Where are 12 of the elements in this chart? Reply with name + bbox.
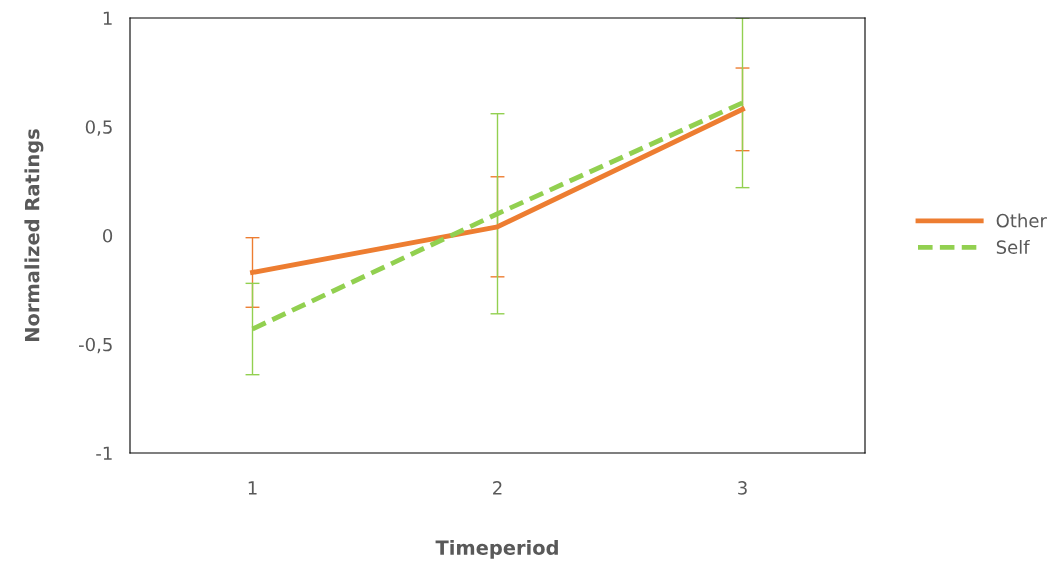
y-tick-label: -0,5 — [78, 337, 112, 354]
x-axis-title: Timeperiod — [435, 539, 558, 559]
y-tick-label: -1 — [96, 446, 112, 460]
y-axis-title: Normalized Ratings — [24, 129, 44, 341]
legend-label: Other — [996, 213, 1047, 228]
y-tick-label: 1 — [103, 11, 112, 25]
x-tick-label: 3 — [738, 481, 747, 495]
x-tick-label: 1 — [248, 481, 257, 495]
y-tick-label: 0,5 — [85, 120, 112, 136]
y-tick-label: 0 — [103, 228, 113, 243]
legend-label: Self — [996, 240, 1030, 254]
x-tick-label: 2 — [493, 481, 502, 495]
